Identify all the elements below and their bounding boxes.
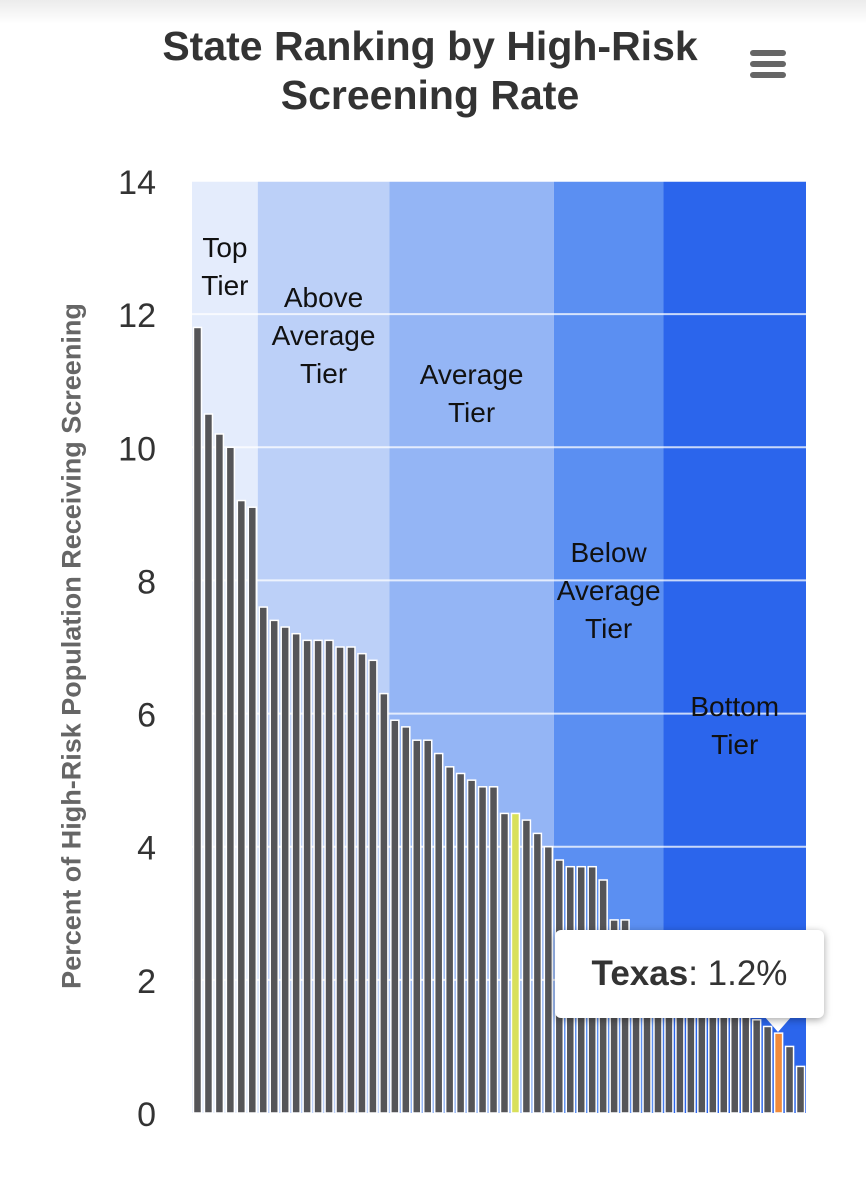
tier-band-label: Below — [571, 537, 648, 568]
bar[interactable] — [729, 1005, 740, 1114]
bar[interactable] — [236, 499, 247, 1114]
tier-band-label: Average — [557, 575, 661, 606]
y-tick-label: 0 — [137, 1096, 156, 1134]
bar[interactable] — [740, 1012, 751, 1114]
bar[interactable] — [412, 739, 422, 1114]
tooltip-value: 1.2% — [707, 954, 788, 993]
bar[interactable] — [302, 639, 312, 1114]
bar[interactable] — [477, 786, 488, 1114]
tier-band-label: Bottom — [690, 691, 779, 722]
y-tick-label: 4 — [137, 830, 156, 868]
tier-band-label: Top — [202, 232, 247, 263]
tier-band-label: Tier — [201, 270, 248, 301]
tier-band-0 — [192, 181, 258, 1113]
tier-band-label: Above — [284, 282, 363, 313]
menu-line — [750, 50, 786, 56]
bar[interactable] — [269, 619, 279, 1114]
tier-band-1 — [257, 181, 390, 1113]
tier-band-label: Tier — [585, 613, 632, 644]
bar[interactable] — [499, 812, 510, 1114]
tooltip: Texas: 1.2% — [555, 930, 824, 1018]
bar[interactable] — [357, 652, 367, 1114]
y-tick-label: 8 — [137, 563, 156, 601]
bar[interactable] — [214, 433, 225, 1114]
y-tick-label: 6 — [137, 697, 156, 735]
tooltip-state-name: Texas — [591, 954, 689, 993]
hamburger-menu-icon[interactable] — [742, 44, 794, 84]
chart-title: State Ranking by High-Risk Screening Rat… — [162, 23, 698, 118]
bar[interactable] — [258, 606, 269, 1114]
bar[interactable] — [346, 646, 356, 1114]
bar[interactable] — [444, 766, 455, 1114]
bar[interactable] — [543, 845, 554, 1114]
bar[interactable] — [192, 326, 203, 1114]
bar[interactable] — [225, 446, 236, 1114]
bar[interactable] — [335, 646, 345, 1114]
bar[interactable] — [422, 739, 433, 1114]
bar[interactable] — [203, 413, 214, 1114]
bar-highlighted[interactable] — [773, 1032, 784, 1114]
tooltip-separator: : — [688, 954, 708, 993]
bar[interactable] — [247, 506, 258, 1114]
bar[interactable] — [313, 639, 323, 1114]
bar[interactable] — [751, 1019, 762, 1114]
bar[interactable] — [433, 752, 444, 1114]
bar[interactable] — [324, 639, 334, 1114]
bar[interactable] — [795, 1065, 806, 1114]
bar[interactable] — [280, 626, 290, 1114]
bar[interactable] — [784, 1045, 795, 1114]
tier-band-label: Tier — [300, 358, 347, 389]
bar[interactable] — [455, 772, 466, 1114]
bar[interactable] — [368, 659, 378, 1114]
tier-band-label: Average — [272, 320, 376, 351]
tier-band-labels: Top Tier Above Average Tier Average Tier Below A… — [201, 232, 779, 760]
bar[interactable] — [762, 1025, 773, 1114]
tooltip-pointer — [764, 1016, 792, 1032]
bar[interactable] — [466, 779, 477, 1114]
y-axis-ticks: 0 2 4 6 8 10 12 14 — [118, 164, 156, 1134]
bar[interactable] — [488, 786, 499, 1114]
bar[interactable] — [390, 719, 400, 1114]
top-shadow-band — [0, 0, 866, 24]
y-tick-label: 2 — [137, 963, 156, 1001]
tier-band-label: Average — [420, 359, 524, 390]
bar[interactable] — [401, 726, 411, 1114]
bar[interactable] — [532, 832, 543, 1114]
y-tick-label: 14 — [118, 164, 156, 202]
menu-line — [750, 72, 786, 78]
y-tick-label: 10 — [118, 430, 156, 468]
bar[interactable] — [379, 692, 389, 1114]
bar[interactable] — [521, 819, 532, 1114]
bar[interactable] — [291, 632, 301, 1114]
bar-highlighted[interactable] — [510, 812, 521, 1114]
y-tick-label: 12 — [118, 297, 156, 335]
tier-band-label: Tier — [711, 729, 758, 760]
menu-line — [750, 61, 786, 67]
tier-band-label: Tier — [448, 397, 495, 428]
